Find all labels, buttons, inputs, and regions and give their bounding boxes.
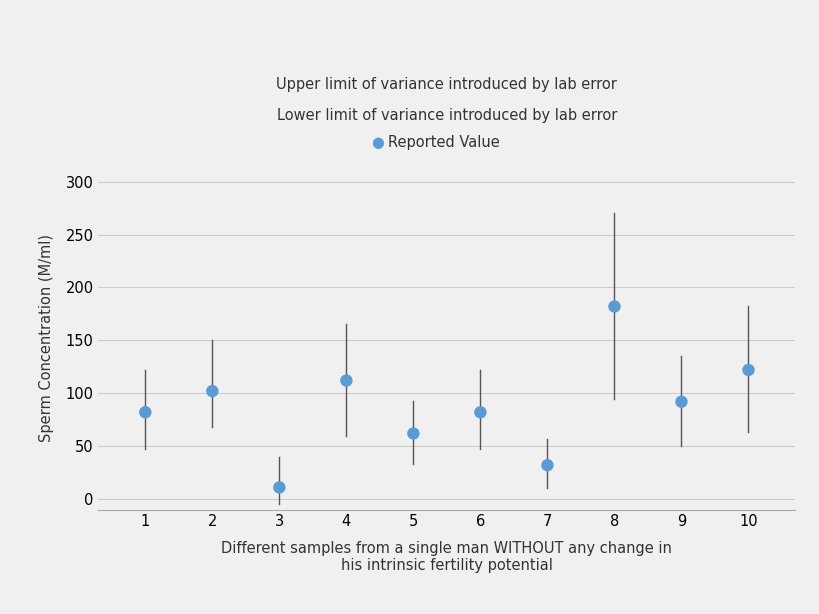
Point (406, 429, 419, 438)
Text: Lower limit of variance introduced by lab error: Lower limit of variance introduced by la… (276, 108, 617, 123)
Text: ●: ● (370, 136, 383, 150)
Text: Upper limit of variance introduced by lab error: Upper limit of variance introduced by la… (276, 77, 617, 92)
Point (273, 483, 286, 492)
Text: Reported Value: Reported Value (387, 136, 499, 150)
Y-axis label: Sperm Concentration (M/ml): Sperm Concentration (M/ml) (39, 234, 54, 441)
Point (607, 301, 620, 311)
Point (339, 376, 352, 386)
Point (674, 397, 687, 406)
Point (206, 386, 219, 396)
Point (473, 407, 486, 417)
Point (741, 365, 754, 375)
Point (541, 460, 554, 470)
Point (138, 407, 152, 417)
X-axis label: Different samples from a single man WITHOUT any change in
his intrinsic fertilit: Different samples from a single man WITH… (221, 540, 672, 573)
